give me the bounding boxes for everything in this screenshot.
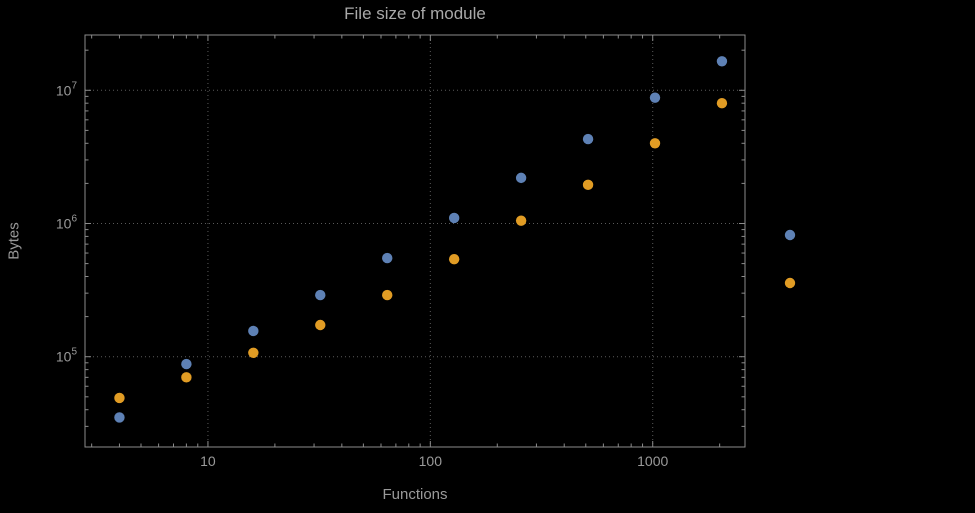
plot-frame (84, 34, 746, 448)
data-point-series-orange (448, 253, 460, 265)
data-point-series-orange (382, 289, 393, 301)
y-tick-label: 107 (56, 80, 78, 98)
data-point-series-blue (582, 133, 594, 145)
data-point-series-orange (315, 319, 326, 331)
legend-marker (784, 277, 796, 289)
data-point-series-blue (716, 56, 728, 67)
y-tick-label: 106 (56, 213, 78, 231)
y-axis-label: Bytes (5, 222, 23, 260)
x-axis-label: Functions (382, 486, 448, 503)
data-point-series-blue (448, 212, 460, 224)
y-tick-label: 105 (56, 347, 78, 365)
data-point-series-orange (515, 215, 527, 226)
data-point-series-blue (114, 412, 125, 423)
data-point-series-blue (649, 92, 661, 103)
data-point-series-blue (315, 289, 326, 301)
x-tick-label: 10 (200, 453, 216, 469)
legend-marker (784, 229, 796, 241)
data-point-series-blue (515, 172, 527, 184)
data-point-series-orange (248, 347, 259, 358)
data-point-series-orange (114, 392, 125, 404)
chart-title: File size of module (344, 4, 486, 23)
data-point-series-blue (248, 325, 259, 337)
x-tick-label: 1000 (637, 453, 668, 469)
x-tick-label: 100 (419, 453, 443, 469)
data-point-series-orange (649, 138, 661, 149)
data-point-series-orange (181, 372, 192, 383)
data-point-series-blue (382, 252, 393, 264)
data-point-series-blue (181, 358, 192, 370)
data-point-series-orange (582, 179, 594, 191)
data-point-series-orange (716, 97, 728, 109)
